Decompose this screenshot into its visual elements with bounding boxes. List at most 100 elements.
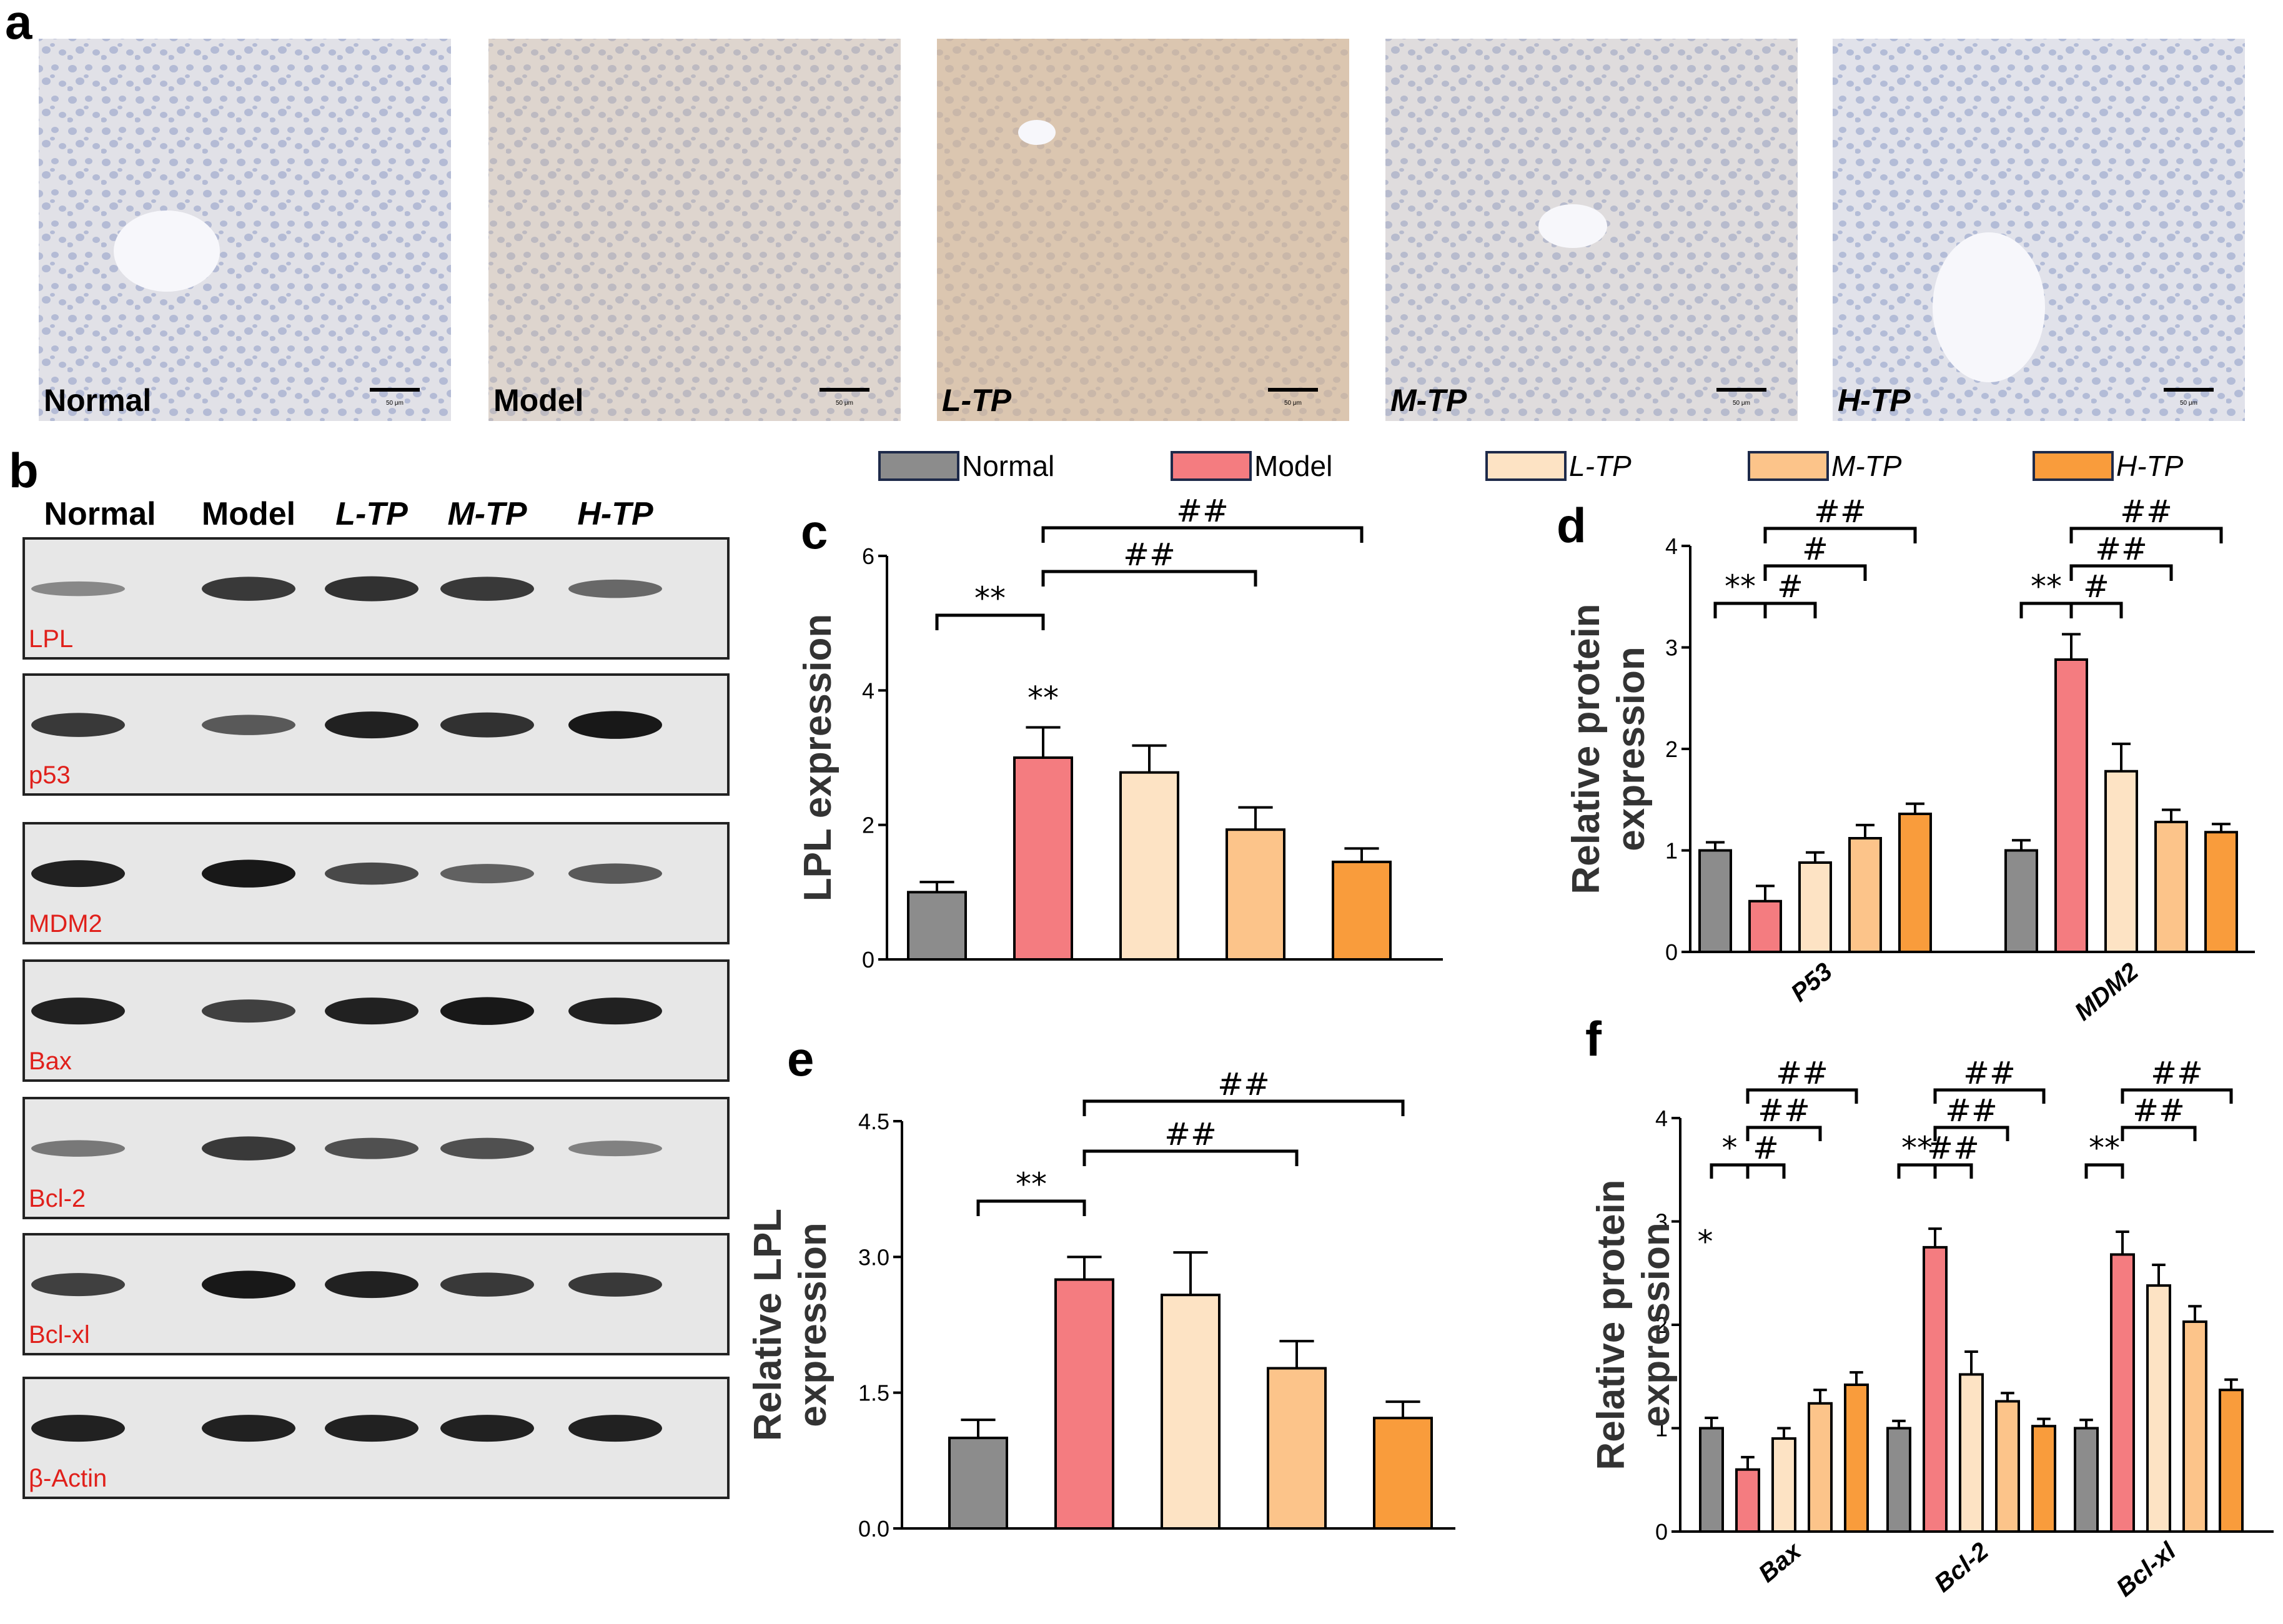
significance-mark: * (1698, 1224, 1713, 1260)
category-label: Bax (1753, 1537, 1807, 1588)
micrograph-label: Model (493, 383, 583, 418)
band-label: Bcl-xl (29, 1321, 90, 1349)
significance-label: # (2083, 568, 2109, 605)
legend-swatch (1748, 451, 1829, 481)
significance-bracket (1897, 1163, 1937, 1179)
significance-bracket (2084, 1163, 2124, 1179)
scale-bar-label: 50 μm (386, 400, 404, 407)
significance-label: ** (1725, 568, 1756, 605)
significance-label: ## (1814, 493, 1866, 530)
band-label: β-Actin (29, 1465, 107, 1492)
protein-band (325, 862, 418, 885)
significance-label: ** (2031, 568, 2062, 605)
lane-label: L-TP (335, 496, 408, 532)
protein-band (440, 1272, 534, 1297)
significance-label: # (1753, 1130, 1779, 1166)
protein-band (325, 576, 418, 602)
scale-bar-label: 50 μm (836, 400, 853, 407)
significance-label: ** (1016, 1166, 1047, 1202)
significance-label: # (1802, 531, 1828, 567)
bar (948, 1437, 1008, 1530)
band-label: Bcl-2 (29, 1185, 86, 1212)
protein-band (325, 1137, 418, 1159)
y-axis-label: Relative proteinexpression (1590, 1179, 1678, 1470)
significance-label: ** (1901, 1130, 1933, 1166)
significance-label: # (1777, 568, 1803, 605)
bar (1054, 1278, 1114, 1530)
blot-strip-p53: p53 (22, 673, 730, 796)
bar (1848, 837, 1882, 953)
protein-band (202, 1136, 295, 1161)
y-tick-label: 0.0 (858, 1516, 889, 1542)
protein-band (440, 864, 534, 884)
significance-label: ## (1164, 1116, 1217, 1152)
micrograph-model: Model 50 μm (488, 39, 901, 421)
protein-band (325, 1415, 418, 1442)
y-axis-label: Relative proteinexpression (1565, 603, 1653, 894)
chart-c: 0 2 4 6 LPL expression ** ** #### (796, 493, 1443, 973)
scale-bar-label: 50 μm (2180, 400, 2197, 407)
vessel-lumen (1933, 232, 2045, 382)
bar (1267, 1367, 1327, 1530)
micrograph-tissue (1833, 39, 2245, 421)
scale-bar-label: 50 μm (1284, 400, 1302, 407)
dab-staining (39, 39, 451, 421)
protein-band (31, 1140, 125, 1157)
significance-label: ## (1123, 537, 1176, 573)
bar (1748, 899, 1782, 953)
bar (1771, 1437, 1796, 1533)
bar (2154, 821, 2188, 953)
micrograph-label: Normal (44, 383, 151, 418)
micrograph-label: M-TP (1390, 383, 1467, 418)
bar (1886, 1427, 1911, 1533)
micrograph-label: L-TP (942, 383, 1012, 418)
micrograph-tissue (488, 39, 901, 421)
y-tick-label: 4.5 (858, 1109, 889, 1134)
protein-band (31, 713, 125, 737)
significance-bracket (2121, 1088, 2233, 1104)
panel-letter-a: a (5, 0, 32, 49)
significance-bracket (1082, 1149, 1299, 1166)
y-tick-label: 2 (862, 813, 874, 838)
legend-label: L-TP (1569, 450, 1632, 482)
significance-mark: ** (1028, 680, 1059, 716)
protein-band (440, 577, 534, 601)
y-tick-label: 4 (1655, 1106, 1668, 1131)
y-tick-label: 2 (1655, 1312, 1668, 1338)
vessel-lumen (1018, 120, 1056, 145)
significance-label: ## (2120, 493, 2172, 530)
legend-swatch (878, 451, 959, 481)
micrograph-m-tp: M-TP 50 μm (1385, 39, 1798, 421)
bar (1698, 849, 1732, 953)
significance-bracket (1041, 570, 1257, 587)
legend-swatch (1485, 451, 1567, 481)
category-label: P53 (1786, 958, 1838, 1007)
protein-band (325, 998, 418, 1025)
bar (1735, 1468, 1760, 1533)
significance-bracket (1713, 602, 1767, 618)
micrograph-label: H-TP (1838, 383, 1911, 418)
legend-swatch (2033, 451, 2114, 481)
significance-label: ## (1176, 493, 1229, 529)
significance-bracket (1763, 602, 1817, 618)
protein-band (202, 1415, 295, 1442)
panel-letter-c: c (801, 504, 828, 559)
bar (1844, 1383, 1869, 1533)
bar (1013, 756, 1073, 961)
dab-staining (937, 39, 1349, 421)
category-label: Bcl-2 (1929, 1537, 1994, 1598)
significance-label: ## (1776, 1055, 1828, 1091)
significance-bracket (976, 1199, 1086, 1216)
y-tick-label: 1 (1665, 838, 1678, 864)
protein-band (31, 1273, 125, 1297)
western-blot-panel: Normal Model L-TP M-TP H-TP LPL p53 MDM2 Bax Bcl-… (22, 496, 730, 1499)
protein-band (440, 997, 534, 1025)
lane-label: Normal (44, 496, 156, 532)
significance-bracket (1933, 1163, 1973, 1179)
chart-d: 0 1 2 3 4 Relative proteinexpression P53 MDM2 **… (1565, 493, 2255, 1026)
bar (2031, 1425, 2056, 1533)
significance-label: ## (2151, 1055, 2203, 1091)
bar (1923, 1245, 1948, 1533)
bar (1161, 1294, 1221, 1530)
legend-label: H-TP (2116, 450, 2184, 482)
